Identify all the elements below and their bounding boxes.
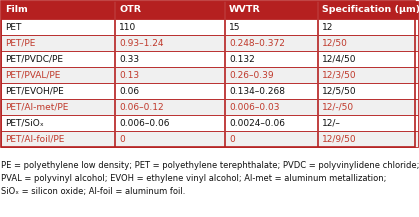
Text: 15: 15 bbox=[229, 23, 241, 31]
Text: 0: 0 bbox=[119, 135, 125, 143]
Bar bbox=[115, 67, 224, 83]
Bar bbox=[1, 99, 114, 115]
Text: 12/5/50: 12/5/50 bbox=[322, 87, 357, 95]
Text: PET/Al-met/PE: PET/Al-met/PE bbox=[5, 102, 68, 112]
Bar bbox=[225, 131, 317, 147]
Bar bbox=[225, 83, 317, 99]
Bar bbox=[225, 99, 317, 115]
Text: 0.248–0.372: 0.248–0.372 bbox=[229, 38, 285, 48]
Text: SiOₓ = silicon oxide; Al-foil = aluminum foil.: SiOₓ = silicon oxide; Al-foil = aluminum… bbox=[1, 187, 185, 196]
Text: 110: 110 bbox=[119, 23, 136, 31]
Bar bbox=[318, 83, 418, 99]
Text: 0.06: 0.06 bbox=[119, 87, 139, 95]
Text: PET: PET bbox=[5, 23, 21, 31]
Text: 0.06–0.12: 0.06–0.12 bbox=[119, 102, 164, 112]
Text: PET/SiOₓ: PET/SiOₓ bbox=[5, 118, 44, 128]
Bar bbox=[1, 1, 114, 19]
Bar bbox=[225, 35, 317, 51]
Bar bbox=[1, 1, 415, 147]
Text: PET/PVDC/PE: PET/PVDC/PE bbox=[5, 54, 63, 64]
Text: 0.93–1.24: 0.93–1.24 bbox=[119, 38, 163, 48]
Bar bbox=[318, 51, 418, 67]
Text: PET/PE: PET/PE bbox=[5, 38, 35, 48]
Bar bbox=[115, 115, 224, 131]
Text: 0.134–0.268: 0.134–0.268 bbox=[229, 87, 285, 95]
Bar bbox=[115, 1, 224, 19]
Text: Film: Film bbox=[5, 5, 28, 15]
Text: 0.132: 0.132 bbox=[229, 54, 255, 64]
Bar bbox=[1, 115, 114, 131]
Text: 0.0024–0.06: 0.0024–0.06 bbox=[229, 118, 285, 128]
Bar bbox=[318, 99, 418, 115]
Text: PET/PVAL/PE: PET/PVAL/PE bbox=[5, 71, 60, 79]
Bar bbox=[318, 115, 418, 131]
Text: 0.33: 0.33 bbox=[119, 54, 139, 64]
Bar bbox=[225, 51, 317, 67]
Text: 0.26–0.39: 0.26–0.39 bbox=[229, 71, 274, 79]
Text: 12/4/50: 12/4/50 bbox=[322, 54, 357, 64]
Text: PE = polyethylene low density; PET = polyethylene terephthalate; PVDC = polyviny: PE = polyethylene low density; PET = pol… bbox=[1, 161, 419, 170]
Text: Specification (μm): Specification (μm) bbox=[322, 5, 419, 15]
Bar bbox=[318, 67, 418, 83]
Bar bbox=[1, 83, 114, 99]
Bar bbox=[225, 67, 317, 83]
Bar bbox=[225, 1, 317, 19]
Text: 12/–: 12/– bbox=[322, 118, 341, 128]
Bar bbox=[318, 1, 418, 19]
Bar bbox=[115, 99, 224, 115]
Bar bbox=[1, 35, 114, 51]
Text: 12: 12 bbox=[322, 23, 334, 31]
Bar bbox=[1, 67, 114, 83]
Bar bbox=[115, 131, 224, 147]
Text: 12/3/50: 12/3/50 bbox=[322, 71, 357, 79]
Text: 0.13: 0.13 bbox=[119, 71, 139, 79]
Bar bbox=[1, 51, 114, 67]
Bar bbox=[225, 19, 317, 35]
Text: 0.006–0.06: 0.006–0.06 bbox=[119, 118, 170, 128]
Text: 12/-/50: 12/-/50 bbox=[322, 102, 354, 112]
Bar bbox=[115, 35, 224, 51]
Text: PET/EVOH/PE: PET/EVOH/PE bbox=[5, 87, 64, 95]
Bar bbox=[115, 83, 224, 99]
Text: PVAL = polyvinyl alcohol; EVOH = ethylene vinyl alcohol; Al-met = aluminum metal: PVAL = polyvinyl alcohol; EVOH = ethylen… bbox=[1, 174, 386, 183]
Bar bbox=[318, 35, 418, 51]
Text: WVTR: WVTR bbox=[229, 5, 261, 15]
Bar bbox=[225, 115, 317, 131]
Bar bbox=[1, 131, 114, 147]
Text: PET/Al-foil/PE: PET/Al-foil/PE bbox=[5, 135, 65, 143]
Bar bbox=[318, 131, 418, 147]
Text: 12/50: 12/50 bbox=[322, 38, 348, 48]
Text: 12/9/50: 12/9/50 bbox=[322, 135, 357, 143]
Bar bbox=[115, 51, 224, 67]
Text: OTR: OTR bbox=[119, 5, 141, 15]
Text: 0: 0 bbox=[229, 135, 235, 143]
Bar bbox=[115, 19, 224, 35]
Bar bbox=[1, 19, 114, 35]
Bar bbox=[318, 19, 418, 35]
Text: 0.006–0.03: 0.006–0.03 bbox=[229, 102, 279, 112]
